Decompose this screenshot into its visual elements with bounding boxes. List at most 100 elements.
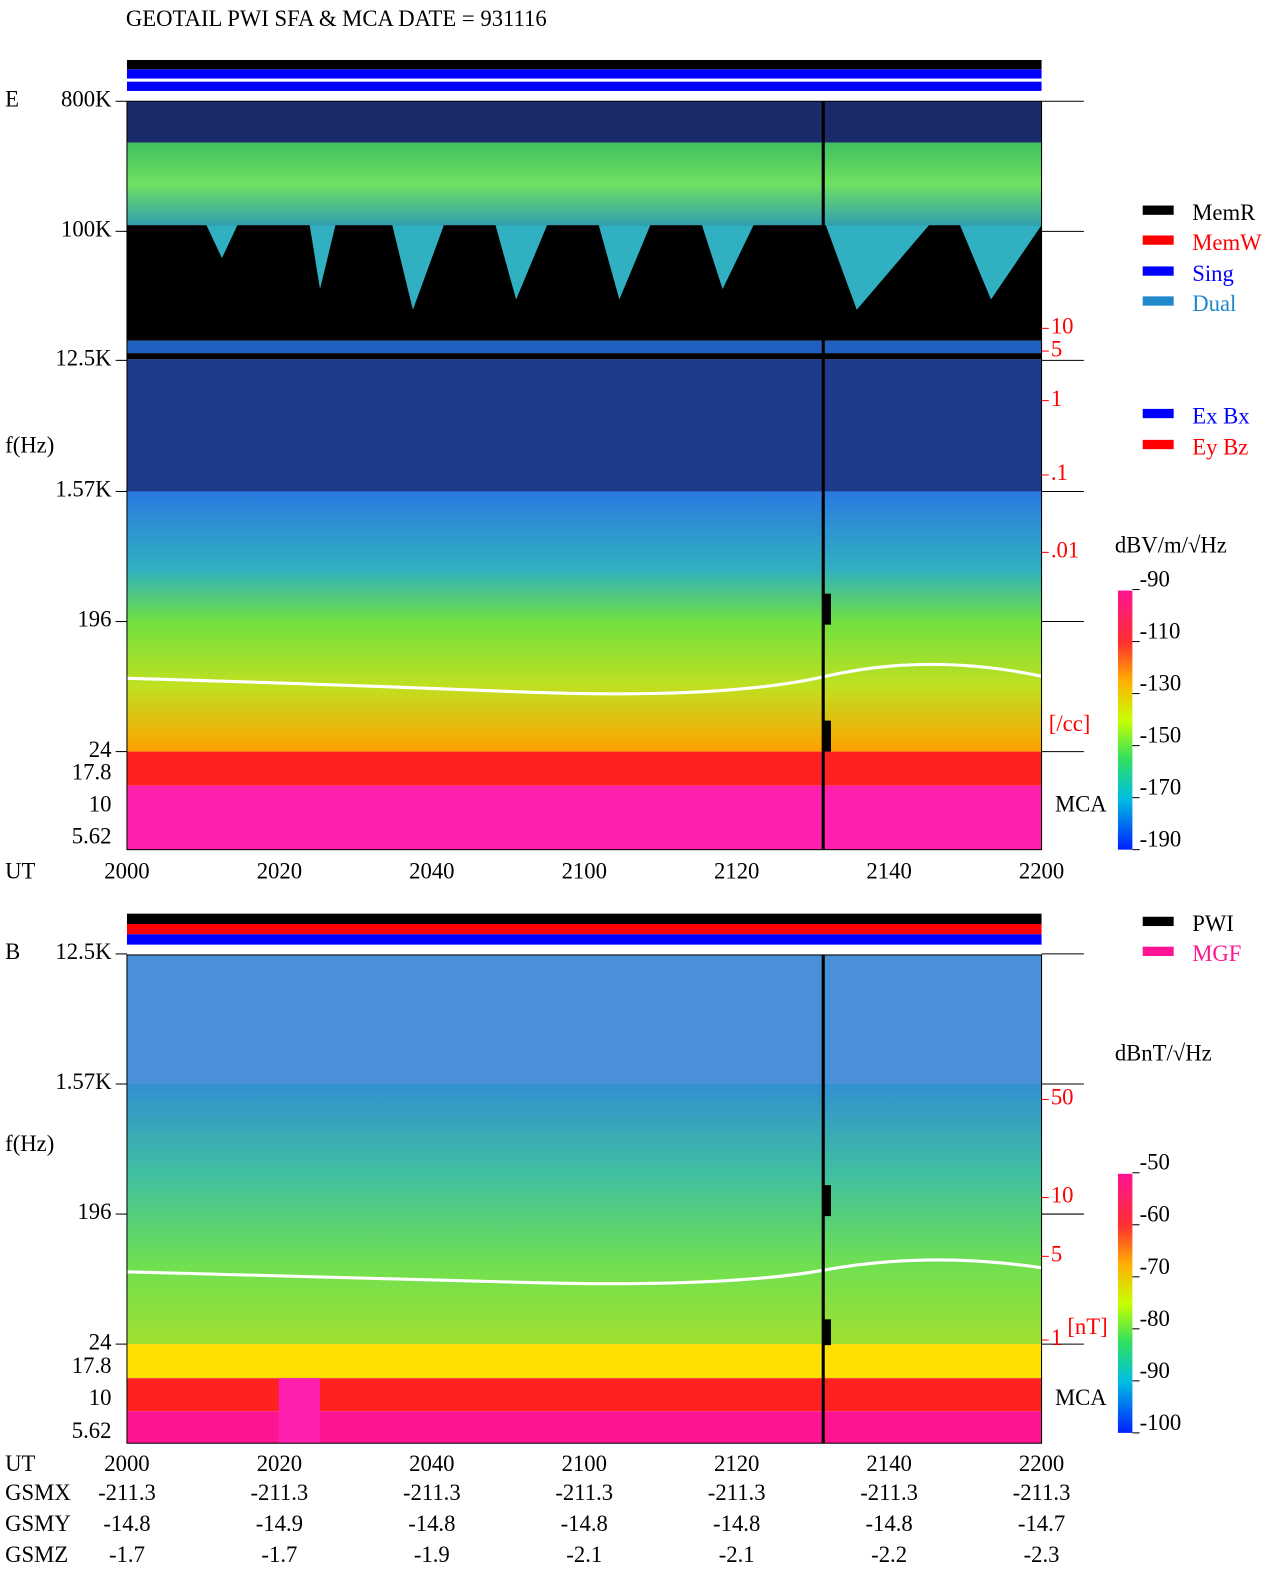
orbit-value: -211.3: [860, 1480, 918, 1505]
colorbar-unit: dBnT/√Hz: [1115, 1040, 1212, 1065]
y-tick-label: 24: [89, 1329, 112, 1354]
x-tick-label: 2020: [257, 1451, 302, 1476]
y-tick-label: 196: [77, 607, 111, 632]
x-tick-label: 2120: [714, 1451, 759, 1476]
colorbar-tick-label: -100: [1140, 1410, 1182, 1435]
legend-label: Dual: [1192, 291, 1236, 316]
x-tick-label: 2000: [104, 1451, 149, 1476]
x-tick-label: 2000: [104, 859, 149, 884]
x-tick-label: 2200: [1019, 859, 1064, 884]
y-tick-label: 196: [77, 1199, 111, 1224]
colorbar-tick-label: -130: [1140, 671, 1182, 696]
y-tick-label: 800K: [61, 86, 112, 111]
spectrogram-e: [126, 59, 1043, 851]
colorbar-tick-label: -80: [1140, 1306, 1170, 1331]
colorbar-e: [1117, 590, 1133, 850]
legend-label: MemR: [1192, 200, 1256, 225]
orbit-value: -211.3: [555, 1480, 613, 1505]
mca-label: MCA: [1055, 1385, 1107, 1410]
x-tick-label: 2100: [562, 859, 607, 884]
y-tick-label: 100K: [61, 217, 112, 242]
x-tick-label: 2120: [714, 859, 759, 884]
orbit-value: -211.3: [251, 1480, 309, 1505]
x-tick-label: 2200: [1019, 1451, 1064, 1476]
orbit-value: -2.2: [871, 1542, 907, 1567]
legend-swatch: [1142, 296, 1174, 306]
y-tick-label: 10: [89, 1385, 112, 1410]
density-unit: [/cc]: [1049, 711, 1091, 736]
y-tick-label: 5.62: [72, 1418, 112, 1443]
orbit-value: -211.3: [403, 1480, 461, 1505]
density-label: 10: [1051, 1183, 1074, 1208]
orbit-row-name: GSMY: [5, 1511, 71, 1536]
orbit-value: -2.1: [719, 1542, 755, 1567]
orbit-value: -211.3: [1013, 1480, 1071, 1505]
y-axis-title: f(Hz): [5, 1131, 54, 1156]
density-unit: [nT]: [1067, 1314, 1107, 1339]
orbit-value: -211.3: [708, 1480, 766, 1505]
legend-swatch: [1142, 408, 1174, 419]
orbit-row-name: GSMX: [5, 1480, 71, 1505]
colorbar-tick-label: -170: [1140, 775, 1182, 800]
colorbar-tick-label: -90: [1140, 566, 1170, 591]
legend-swatch: [1142, 946, 1174, 956]
mca-label: MCA: [1055, 792, 1107, 817]
x-tick-label: 2100: [562, 1451, 607, 1476]
orbit-value: -14.8: [103, 1511, 150, 1536]
y-tick-label: 17.8: [72, 760, 112, 785]
density-label: 5: [1051, 336, 1062, 361]
title: GEOTAIL PWI SFA & MCA DATE = 931116: [126, 6, 547, 31]
legend-label: MGF: [1192, 941, 1241, 966]
legend-label: Ex Bx: [1192, 403, 1250, 428]
y-tick-label: 17.8: [72, 1353, 112, 1378]
orbit-value: -2.1: [566, 1542, 602, 1567]
y-tick-label: 1.57K: [55, 1069, 112, 1094]
colorbar-tick-label: -60: [1140, 1202, 1170, 1227]
x-tick-label: 2040: [409, 859, 454, 884]
density-label: .01: [1051, 538, 1079, 563]
colorbar-tick-label: -70: [1140, 1254, 1170, 1279]
colorbar-tick-label: -50: [1140, 1150, 1170, 1175]
y-tick-label: 24: [89, 737, 112, 762]
orbit-value: -14.8: [561, 1511, 608, 1536]
x-axis-title: UT: [5, 1451, 35, 1476]
density-label: 10: [1051, 314, 1074, 339]
orbit-value: -14.8: [713, 1511, 760, 1536]
orbit-value: -14.8: [865, 1511, 912, 1536]
y-tick-label: 5.62: [72, 824, 112, 849]
orbit-value: -14.8: [408, 1511, 455, 1536]
y-tick-label: 12.5K: [55, 346, 112, 371]
x-tick-label: 2020: [257, 859, 302, 884]
orbit-row-name: GSMZ: [5, 1542, 68, 1567]
legend-swatch: [1142, 266, 1174, 276]
x-axis-title: UT: [5, 859, 35, 884]
colorbar-tick-label: -90: [1140, 1358, 1170, 1383]
x-tick-label: 2040: [409, 1451, 454, 1476]
x-tick-label: 2140: [866, 859, 911, 884]
orbit-value: -1.9: [414, 1542, 450, 1567]
y-axis-title: f(Hz): [5, 432, 54, 457]
y-tick-label: 1.57K: [55, 477, 112, 502]
legend-swatch: [1142, 439, 1174, 450]
orbit-value: -14.7: [1018, 1511, 1065, 1536]
density-label: 50: [1051, 1085, 1074, 1110]
panel-label: B: [5, 939, 20, 964]
orbit-value: -211.3: [98, 1480, 156, 1505]
legend-label: Sing: [1192, 261, 1234, 286]
density-label: .1: [1051, 460, 1068, 485]
panel-label: E: [5, 86, 19, 111]
x-tick-label: 2140: [866, 1451, 911, 1476]
orbit-value: -1.7: [261, 1542, 297, 1567]
density-label: 1: [1051, 386, 1062, 411]
legend-label: PWI: [1192, 911, 1234, 936]
colorbar-tick-label: -150: [1140, 723, 1182, 748]
colorbar-tick-label: -190: [1140, 827, 1182, 852]
y-tick-label: 10: [89, 792, 112, 817]
colorbar-tick-label: -110: [1140, 619, 1181, 644]
legend-swatch: [1142, 205, 1174, 215]
legend-swatch: [1142, 916, 1174, 927]
orbit-value: -14.9: [256, 1511, 303, 1536]
legend-swatch: [1142, 235, 1174, 245]
